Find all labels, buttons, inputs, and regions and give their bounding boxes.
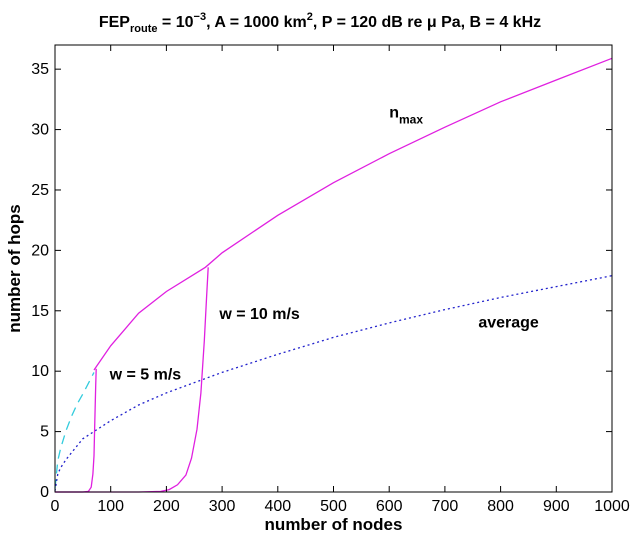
x-tick-label: 500 [320, 498, 347, 515]
title-prefix: FEP [99, 14, 130, 31]
plot-frame [54, 44, 613, 493]
x-tick-label: 300 [209, 498, 236, 515]
x-tick-label: 100 [97, 498, 124, 515]
series-line-average [54, 275, 613, 491]
annotation-w10_label: w = 10 m/s [218, 306, 300, 323]
axis-ticks: 0 100 200 300 400 500 600 700 800 900 1000 0 5 10 15 20… [31, 45, 630, 515]
x-tick-label: 200 [153, 498, 180, 515]
series-line-nmax [93, 57, 613, 371]
title-prefix-sub: route [130, 23, 158, 35]
y-tick-label: 0 [40, 484, 49, 501]
series-line-nmax_small_n [54, 372, 95, 489]
annotation-w5_label: w = 5 m/s [109, 367, 182, 384]
y-tick-label: 15 [31, 303, 49, 320]
title-part-1: = 10 [157, 14, 193, 31]
annotation-subscript: max [399, 112, 423, 126]
title-part-1-sup: −3 [194, 11, 207, 23]
x-tick-label: 400 [264, 498, 291, 515]
x-tick-label: 600 [376, 498, 403, 515]
y-tick-label: 20 [31, 242, 49, 259]
plot-area [54, 57, 613, 493]
x-tick-label: 900 [543, 498, 570, 515]
annotation-average_label: average [478, 315, 539, 332]
x-tick-label: 0 [51, 498, 60, 515]
y-tick-label: 10 [31, 363, 49, 380]
x-tick-label: 800 [487, 498, 514, 515]
title-part-2-sup: 2 [307, 11, 313, 23]
x-tick-label: 700 [432, 498, 459, 515]
x-tick-label: 1000 [594, 498, 630, 515]
y-axis-label: number of hops [5, 204, 24, 332]
series-line-w5 [55, 368, 97, 493]
annotations: nmax average w = 10 m/s w = 5 m/s [109, 104, 539, 383]
title-part-3: , P = 120 dB re μ Pa, B = 4 kHz [313, 14, 541, 31]
y-tick-label: 25 [31, 182, 49, 199]
y-tick-label: 30 [31, 122, 49, 139]
y-tick-label: 35 [31, 61, 49, 78]
annotation-text: w = 5 m/s [109, 367, 182, 384]
annotation-text: w = 10 m/s [218, 306, 300, 323]
annotation-nmax_label: nmax [389, 104, 423, 126]
title-part-2: , A = 1000 km [206, 14, 307, 31]
chart-title: FEProute = 10−3, A = 1000 km2, P = 120 d… [99, 11, 541, 35]
x-axis-label: number of nodes [265, 515, 403, 534]
annotation-text: average [478, 315, 539, 332]
y-tick-label: 5 [40, 424, 49, 441]
annotation-text: n [389, 104, 399, 121]
